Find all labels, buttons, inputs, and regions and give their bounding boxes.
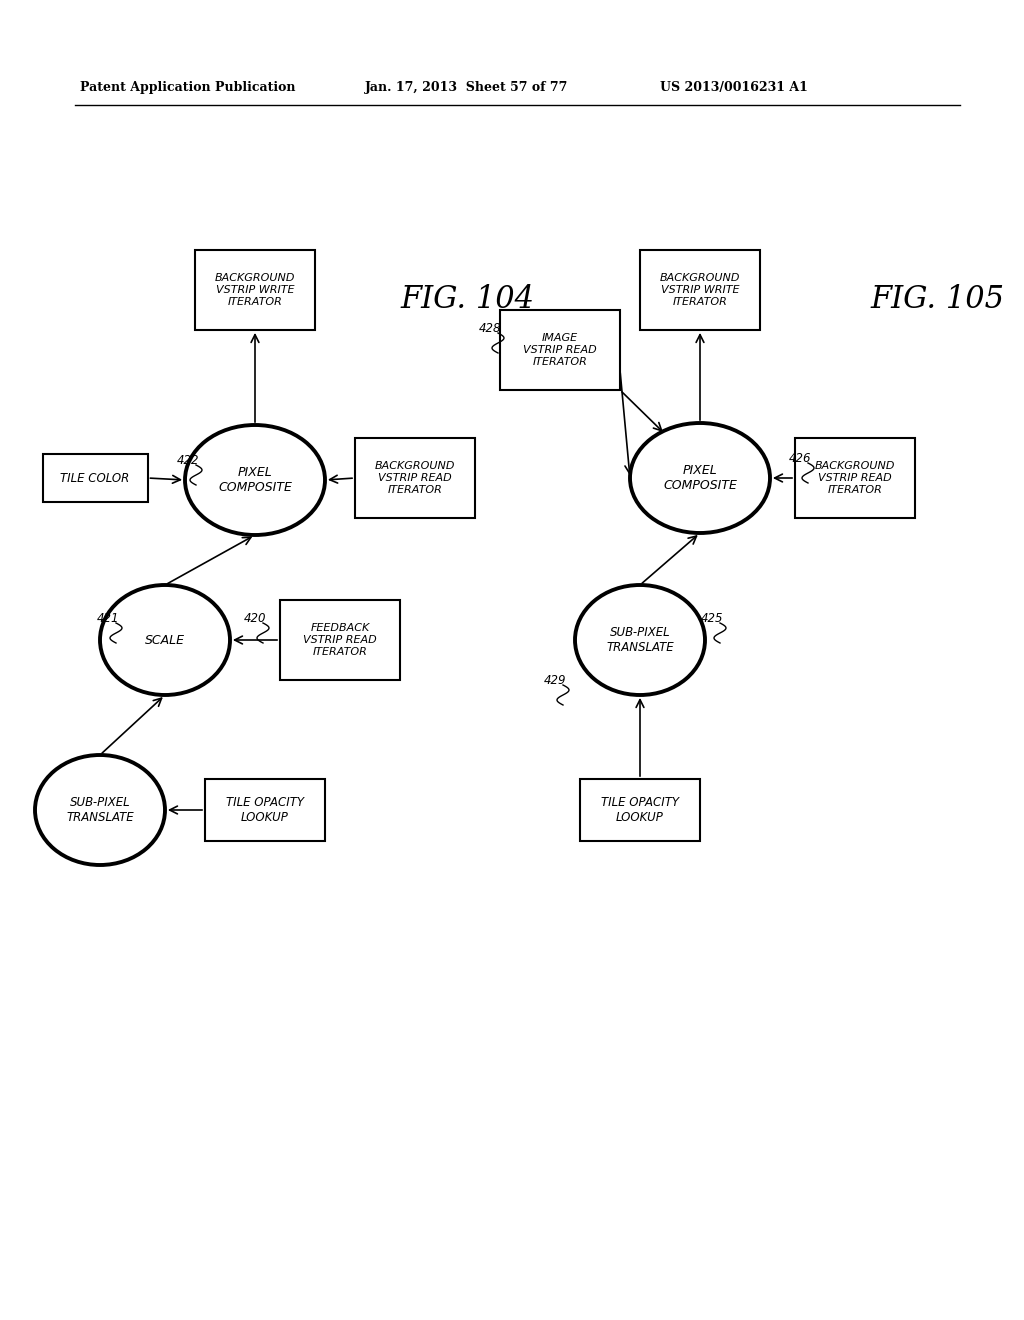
Bar — [580, 779, 700, 841]
Text: BACKGROUND
VSTRIP WRITE
ITERATOR: BACKGROUND VSTRIP WRITE ITERATOR — [659, 273, 740, 306]
Text: SUB-PIXEL
TRANSLATE: SUB-PIXEL TRANSLATE — [606, 626, 674, 653]
Text: PIXEL
COMPOSITE: PIXEL COMPOSITE — [664, 465, 737, 492]
Text: FEEDBACK
VSTRIP READ
ITERATOR: FEEDBACK VSTRIP READ ITERATOR — [303, 623, 377, 656]
Text: BACKGROUND
VSTRIP WRITE
ITERATOR: BACKGROUND VSTRIP WRITE ITERATOR — [215, 273, 295, 306]
Bar — [205, 779, 325, 841]
Text: 429: 429 — [544, 673, 566, 686]
Text: BACKGROUND
VSTRIP READ
ITERATOR: BACKGROUND VSTRIP READ ITERATOR — [815, 462, 895, 495]
Text: TILE OPACITY
LOOKUP: TILE OPACITY LOOKUP — [226, 796, 304, 824]
Bar — [355, 438, 475, 517]
Text: TILE COLOR: TILE COLOR — [60, 471, 130, 484]
Bar — [795, 438, 915, 517]
Text: IMAGE
VSTRIP READ
ITERATOR: IMAGE VSTRIP READ ITERATOR — [523, 334, 597, 367]
Text: PIXEL
COMPOSITE: PIXEL COMPOSITE — [218, 466, 292, 494]
Text: 422: 422 — [177, 454, 200, 466]
Bar — [640, 249, 760, 330]
Bar — [43, 454, 147, 502]
Text: 421: 421 — [96, 611, 119, 624]
Bar — [195, 249, 315, 330]
Text: SCALE: SCALE — [145, 634, 185, 647]
Text: FIG. 105: FIG. 105 — [870, 285, 1004, 315]
Bar — [280, 601, 400, 680]
Text: 426: 426 — [788, 451, 811, 465]
Text: Jan. 17, 2013  Sheet 57 of 77: Jan. 17, 2013 Sheet 57 of 77 — [365, 82, 568, 95]
Text: TILE OPACITY
LOOKUP: TILE OPACITY LOOKUP — [601, 796, 679, 824]
Text: SUB-PIXEL
TRANSLATE: SUB-PIXEL TRANSLATE — [67, 796, 134, 824]
Text: 420: 420 — [244, 611, 266, 624]
Text: 428: 428 — [479, 322, 502, 334]
Text: Patent Application Publication: Patent Application Publication — [80, 82, 296, 95]
Text: FIG. 104: FIG. 104 — [400, 285, 534, 315]
Bar — [500, 310, 620, 389]
Text: 425: 425 — [700, 611, 723, 624]
Text: BACKGROUND
VSTRIP READ
ITERATOR: BACKGROUND VSTRIP READ ITERATOR — [375, 462, 456, 495]
Text: US 2013/0016231 A1: US 2013/0016231 A1 — [660, 82, 808, 95]
